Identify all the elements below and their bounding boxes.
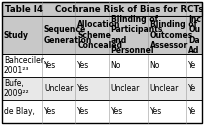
Text: Yes: Yes bbox=[77, 61, 90, 70]
Text: Unclear: Unclear bbox=[111, 84, 140, 93]
Text: Unclear: Unclear bbox=[44, 84, 73, 93]
Text: Sequence
Generation: Sequence Generation bbox=[44, 25, 92, 45]
Text: Yes: Yes bbox=[150, 107, 162, 116]
Text: Yes: Yes bbox=[44, 107, 56, 116]
Bar bbox=[2, 54, 202, 77]
Text: Allocation
Scheme
Concealed: Allocation Scheme Concealed bbox=[77, 20, 122, 50]
Bar bbox=[2, 77, 202, 100]
Text: No: No bbox=[150, 61, 160, 70]
Bar bbox=[2, 2, 202, 16]
Text: de Blay,: de Blay, bbox=[4, 107, 35, 116]
Text: Ye: Ye bbox=[188, 84, 197, 93]
Text: Ye: Ye bbox=[188, 107, 197, 116]
Bar bbox=[2, 16, 202, 54]
Text: Ye: Ye bbox=[188, 61, 197, 70]
Text: No: No bbox=[111, 61, 121, 70]
Text: Inc
Ou
Da
Ad: Inc Ou Da Ad bbox=[188, 15, 201, 55]
Text: Yes: Yes bbox=[111, 107, 123, 116]
Text: Blinding of
Outcomes
Assessor: Blinding of Outcomes Assessor bbox=[150, 20, 197, 50]
Text: Bahceciler,
2001²³: Bahceciler, 2001²³ bbox=[4, 56, 46, 75]
Text: Unclear: Unclear bbox=[150, 84, 179, 93]
Text: Table I4    Cochrane Risk of Bias for RCTs Included for SLIT: Table I4 Cochrane Risk of Bias for RCTs … bbox=[5, 5, 204, 14]
Text: Study: Study bbox=[4, 31, 29, 40]
Text: Bufe,
2009²²: Bufe, 2009²² bbox=[4, 79, 30, 98]
Text: Yes: Yes bbox=[77, 84, 90, 93]
Text: Blinding of
Participants
and
Personnel: Blinding of Participants and Personnel bbox=[111, 15, 163, 55]
Text: Yes: Yes bbox=[44, 61, 56, 70]
Text: Yes: Yes bbox=[77, 107, 90, 116]
Bar bbox=[2, 100, 202, 123]
